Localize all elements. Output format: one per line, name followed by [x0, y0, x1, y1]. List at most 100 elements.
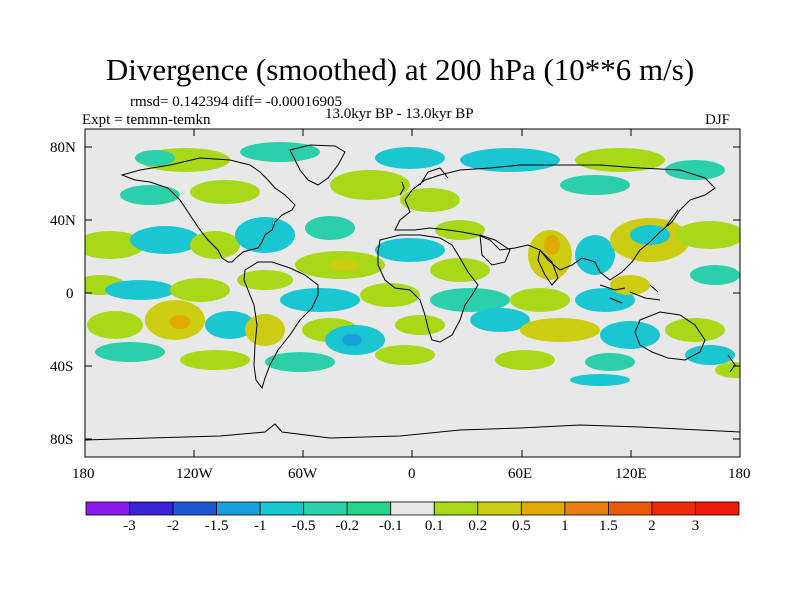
- eurasia-coast: [394, 164, 716, 281]
- pos-anomaly-region: [520, 318, 600, 342]
- new-zealand-coast: [727, 354, 736, 373]
- colorbar-segment: [520, 501, 566, 516]
- lon-tick-label: 180: [72, 466, 95, 482]
- pos-anomaly-region: [510, 288, 570, 312]
- neg-anomaly-region: [575, 288, 635, 312]
- lon-tick-label: 60E: [508, 466, 533, 482]
- colorbar-label: 3: [691, 518, 700, 534]
- pos-anomaly-region: [237, 270, 293, 290]
- pos-strong-region: [330, 259, 360, 271]
- colorbar-segment: [129, 501, 174, 516]
- africa-coast: [377, 234, 479, 343]
- pos-anomaly-region: [495, 350, 555, 370]
- map-title: Divergence (smoothed) at 200 hPa (10**6 …: [105, 52, 695, 87]
- lat-tick-label: 0: [66, 286, 74, 302]
- colorbar-segment: [85, 501, 130, 516]
- neg-anomaly-region: [685, 345, 735, 365]
- pos-anomaly-region: [245, 314, 285, 346]
- neg-anomaly-region: [430, 288, 510, 312]
- pos-anomaly-region: [395, 315, 445, 335]
- neg-anomaly-region: [690, 265, 740, 285]
- coastlines: [85, 144, 740, 441]
- greenland-coast: [289, 144, 346, 186]
- lon-tick-label: 0: [408, 466, 416, 482]
- arabia-coast: [479, 234, 511, 266]
- neg-anomaly-region: [585, 353, 635, 371]
- neg-anomaly-region: [600, 321, 660, 349]
- neg-anomaly-region: [560, 175, 630, 195]
- british-isles-coast: [399, 181, 405, 196]
- south-america-coast: [243, 261, 319, 390]
- neg-anomaly-region: [105, 280, 175, 300]
- pos-anomaly-region: [87, 311, 143, 339]
- colorbar-label: -3: [123, 518, 136, 534]
- neg-anomaly-region: [135, 150, 175, 166]
- pos-anomaly-region: [435, 220, 485, 240]
- australia-coast: [634, 311, 706, 361]
- colorbar: [85, 501, 740, 516]
- colorbar-segment: [695, 501, 740, 516]
- colorbar-segment: [608, 501, 653, 516]
- antarctica-coast: [85, 423, 740, 441]
- colorbar-label: 2: [648, 518, 656, 534]
- neg-anomaly-region: [280, 288, 360, 312]
- neg-strong-region: [342, 334, 362, 346]
- neg-anomaly-region: [375, 238, 445, 262]
- colorbar-labels: -3 -2 -1.5 -1 -0.5 -0.2 -0.1 0.1 0.2 0.5 1 1.5 2 3: [0, 518, 800, 542]
- colorbar-label: 0.5: [511, 518, 531, 534]
- colorbar-segment: [346, 501, 392, 516]
- colorbar-segment: [216, 501, 261, 516]
- neg-anomaly-region: [575, 235, 615, 275]
- colorbar-segment: [303, 501, 348, 516]
- neg-anomaly-region: [375, 147, 445, 169]
- neg-anomaly-region: [630, 225, 670, 245]
- colorbar-segment: [477, 501, 522, 516]
- lat-tick-label: 40N: [50, 213, 76, 229]
- lon-tick-label: 60W: [288, 466, 318, 482]
- neg-anomaly-region: [665, 160, 725, 180]
- pos-anomaly-region: [190, 231, 240, 259]
- neg-anomaly-region: [305, 216, 355, 240]
- pos-strong-region: [544, 235, 560, 255]
- neg-anomaly-region: [265, 352, 335, 372]
- japan-coast: [664, 209, 679, 229]
- india-coast: [537, 248, 559, 286]
- season-label: DJF: [705, 112, 731, 128]
- pos-anomaly-region: [360, 283, 420, 307]
- colorbar-label: -1: [253, 518, 267, 534]
- neg-anomaly-region: [120, 185, 180, 205]
- colorbar-label: -2: [166, 518, 180, 534]
- colorbar-segment: [433, 501, 479, 516]
- pos-anomaly-region: [330, 170, 410, 200]
- colorbar-segment: [259, 501, 305, 516]
- pos-anomaly-region: [190, 180, 260, 204]
- colorbar-label: 1: [561, 518, 569, 534]
- pos-strong-region: [170, 315, 190, 329]
- pos-anomaly-region: [610, 275, 650, 295]
- neg-anomaly-region: [570, 374, 630, 386]
- lat-tick-label: 80N: [50, 140, 76, 156]
- pos-anomaly-region: [400, 188, 460, 212]
- north-america-coast: [120, 157, 296, 263]
- maritime-continent-coast: [599, 284, 661, 304]
- colorbar-label: -1.5: [204, 518, 229, 534]
- pos-anomaly-region: [180, 350, 250, 370]
- lat-tick-label: 40S: [50, 359, 74, 375]
- lat-tick-label: 80S: [50, 432, 74, 448]
- lon-tick-label: 120E: [615, 466, 647, 482]
- pos-anomaly-region: [375, 345, 435, 365]
- colorbar-label: 1.5: [599, 518, 618, 534]
- colorbar-segment: [172, 501, 217, 516]
- colorbar-label: 0.2: [468, 518, 488, 534]
- period-label: 13.0kyr BP - 13.0kyr BP: [325, 106, 474, 122]
- rmsd-label: rmsd= 0.142394 diff= -0.00016905: [130, 94, 343, 110]
- colorbar-label: -0.1: [378, 518, 403, 534]
- pos-anomaly-region: [575, 148, 665, 172]
- experiment-label: Expt = temmn-temkn: [82, 112, 211, 128]
- colorbar-label: -0.2: [335, 518, 360, 534]
- neg-anomaly-region: [95, 342, 165, 362]
- scandinavia-coast: [419, 167, 449, 186]
- neg-anomaly-region: [470, 308, 530, 332]
- colorbar-segment: [651, 501, 696, 516]
- neg-anomaly-region: [205, 311, 255, 339]
